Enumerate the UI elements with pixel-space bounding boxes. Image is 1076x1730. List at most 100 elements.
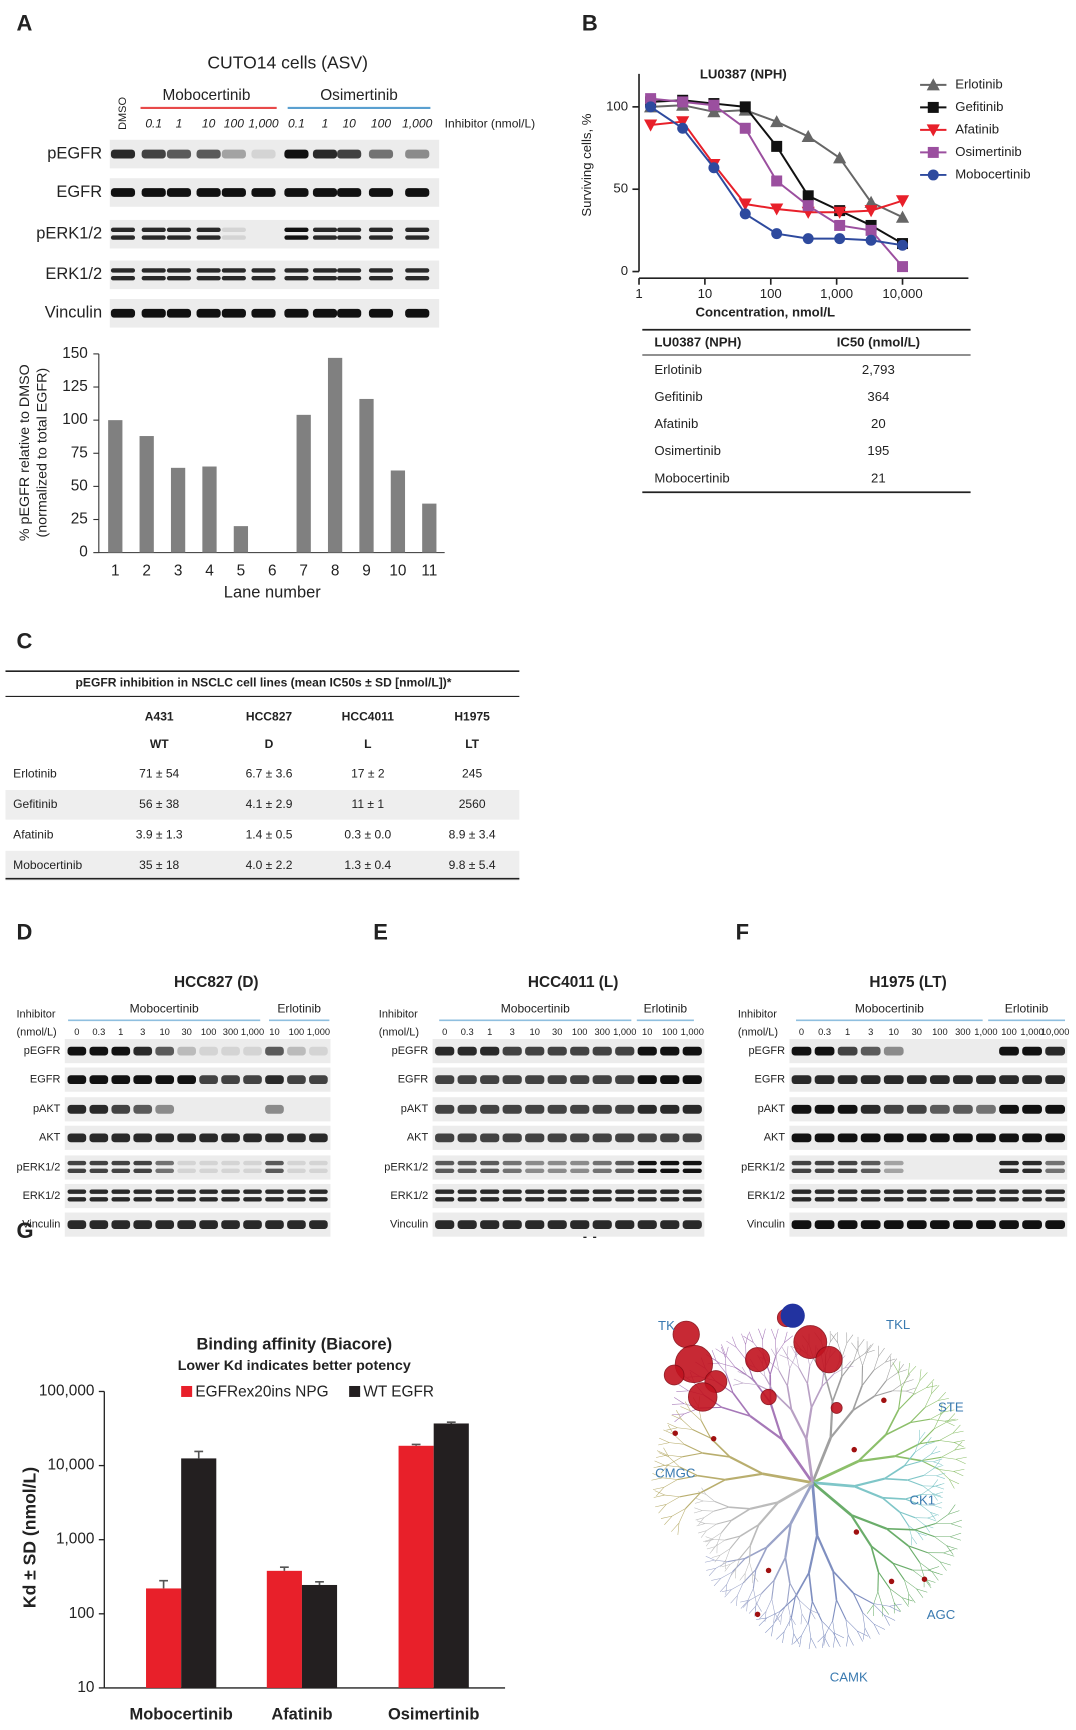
kinome-hit bbox=[816, 1346, 842, 1372]
dose-label: 30 bbox=[181, 1027, 191, 1037]
blot-band bbox=[177, 1075, 196, 1084]
blot-band bbox=[68, 1105, 87, 1114]
kinome-dot bbox=[755, 1612, 760, 1617]
legend-swatch bbox=[181, 1386, 192, 1397]
blot-band bbox=[435, 1105, 454, 1114]
kinome-branch bbox=[933, 1459, 942, 1462]
blot-band bbox=[884, 1220, 904, 1229]
row-label: pERK1/2 bbox=[741, 1161, 785, 1173]
x-axis-label: Concentration, nmol/L bbox=[695, 305, 835, 320]
dose-label: 100 bbox=[662, 1027, 678, 1037]
blot-band bbox=[89, 1197, 108, 1201]
legend-marker bbox=[928, 147, 939, 158]
kinome-branch bbox=[775, 1329, 778, 1340]
blot-band bbox=[111, 1047, 130, 1056]
dose-label: 0.3 bbox=[92, 1027, 105, 1037]
blot-strip bbox=[789, 1155, 1067, 1179]
table-cell: 4.1 ± 2.9 bbox=[246, 797, 293, 811]
kinome-branch bbox=[725, 1358, 726, 1373]
kinome-branch bbox=[892, 1383, 903, 1391]
blot-band bbox=[89, 1189, 108, 1193]
blot-band bbox=[480, 1075, 499, 1084]
blot-band bbox=[265, 1133, 284, 1142]
blot-band bbox=[638, 1105, 657, 1114]
blot-band bbox=[838, 1133, 858, 1142]
blot-band bbox=[309, 1075, 328, 1084]
blot-band bbox=[999, 1133, 1019, 1142]
blot-band bbox=[337, 235, 361, 239]
blot-band bbox=[89, 1161, 108, 1165]
blot-band bbox=[284, 268, 308, 272]
blot-band bbox=[313, 228, 337, 232]
marker bbox=[833, 151, 846, 163]
blot-band bbox=[68, 1197, 87, 1201]
blot-band bbox=[638, 1133, 657, 1142]
kinome-branch bbox=[731, 1596, 738, 1604]
row-label: pAKT bbox=[401, 1103, 429, 1115]
blot-band bbox=[1045, 1161, 1065, 1165]
kinome-branch bbox=[939, 1469, 954, 1471]
blot-band bbox=[111, 1133, 130, 1142]
kinome-branch bbox=[941, 1457, 956, 1459]
kinome-branch bbox=[899, 1361, 900, 1373]
table-title: pEGFR inhibition in NSCLC cell lines (me… bbox=[76, 675, 452, 689]
bar bbox=[297, 415, 311, 553]
kinome-branch bbox=[928, 1553, 940, 1562]
blot-band bbox=[660, 1189, 679, 1193]
blot-band bbox=[480, 1161, 499, 1165]
kinome-branch bbox=[833, 1636, 835, 1647]
kinome-branch bbox=[667, 1423, 677, 1427]
bar bbox=[146, 1588, 181, 1687]
unit-label: Inhibitor bbox=[738, 1009, 777, 1021]
blot-band bbox=[615, 1105, 634, 1114]
table-cell: 6.7 ± 3.6 bbox=[246, 767, 293, 781]
dose-label: 30 bbox=[912, 1027, 922, 1037]
blot-strip bbox=[433, 1184, 705, 1208]
kinome-branch bbox=[784, 1618, 791, 1632]
blot-band bbox=[167, 150, 191, 159]
blot-band bbox=[89, 1047, 108, 1056]
kinome-branch bbox=[842, 1361, 854, 1376]
kinome-branch bbox=[667, 1455, 682, 1457]
blot-band bbox=[792, 1105, 812, 1114]
blot-band bbox=[570, 1197, 589, 1201]
kinome-branch bbox=[847, 1335, 853, 1344]
blot-band bbox=[265, 1075, 284, 1084]
row-label: pAKT bbox=[33, 1103, 61, 1115]
kinome-branch bbox=[915, 1524, 935, 1530]
blot-band bbox=[615, 1047, 634, 1056]
kinome-hit bbox=[673, 1321, 699, 1347]
kinome-branch bbox=[772, 1599, 775, 1613]
blot-band bbox=[638, 1220, 657, 1229]
kinome-branch bbox=[704, 1511, 714, 1518]
blot-band bbox=[369, 150, 393, 159]
kinome-branch bbox=[705, 1524, 717, 1525]
blot-band bbox=[570, 1105, 589, 1114]
blot-band bbox=[111, 1197, 130, 1201]
blot-band bbox=[838, 1047, 858, 1056]
blot-band bbox=[133, 1161, 152, 1165]
blot-band bbox=[221, 1161, 240, 1165]
kinome-branch bbox=[831, 1410, 853, 1437]
blot-band bbox=[111, 228, 135, 232]
kinome-branch bbox=[809, 1622, 811, 1638]
kinome-branch bbox=[726, 1584, 727, 1594]
kinome-dot bbox=[881, 1398, 886, 1403]
kinome-branch bbox=[664, 1480, 678, 1488]
blot-band bbox=[284, 276, 308, 280]
y-axis-label: % pEGFR relative to DMSO bbox=[17, 364, 33, 541]
dose-label: 30 bbox=[552, 1027, 562, 1037]
blot-band bbox=[525, 1161, 544, 1165]
blot-band bbox=[243, 1047, 262, 1056]
kinome-branch bbox=[931, 1382, 932, 1394]
kinome-branch bbox=[715, 1540, 725, 1547]
kinome-branch bbox=[682, 1419, 693, 1429]
blot-band bbox=[638, 1075, 657, 1084]
table-cell: 364 bbox=[867, 389, 889, 404]
blot-band bbox=[155, 1133, 174, 1142]
kinome-dot bbox=[889, 1579, 894, 1584]
blot-band bbox=[243, 1220, 262, 1229]
y-tick-label: 125 bbox=[62, 378, 88, 395]
unit-label: (nmol/L) bbox=[738, 1026, 778, 1038]
kinome-branch bbox=[812, 1483, 851, 1515]
